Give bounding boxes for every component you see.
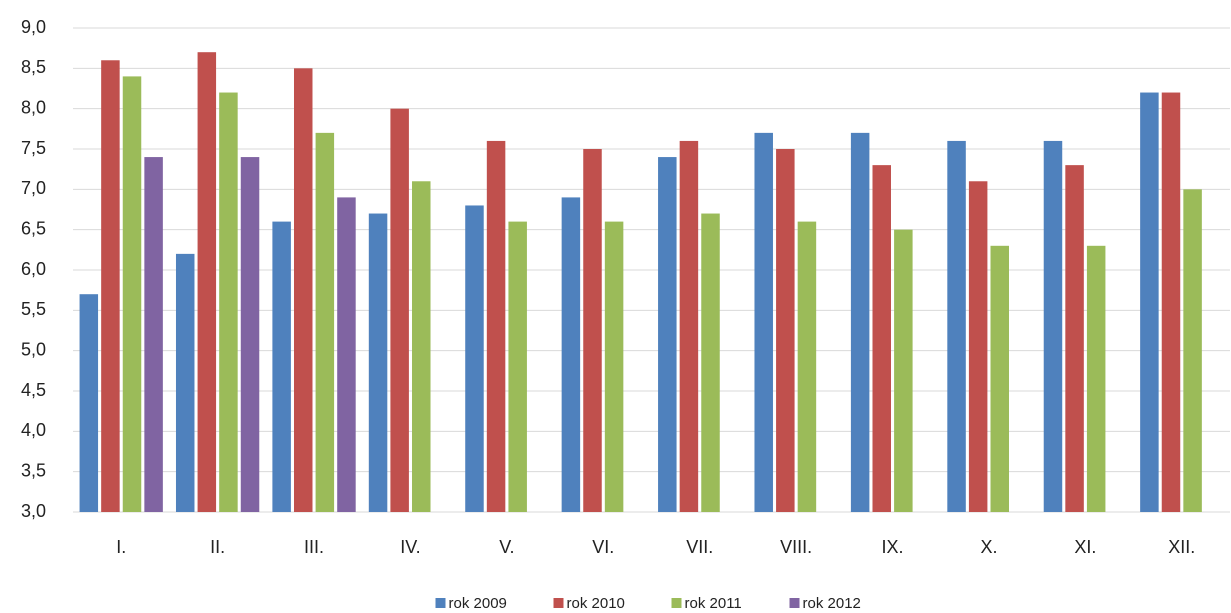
bar — [368, 213, 388, 513]
bar — [658, 157, 677, 513]
bar — [465, 205, 484, 512]
bar — [272, 221, 291, 512]
y-tick-label: 3,0 — [21, 501, 46, 521]
bar — [797, 221, 817, 512]
y-tick-label: 7,0 — [21, 178, 46, 198]
y-tick-label: 5,5 — [21, 299, 46, 319]
y-tick-label: 8,0 — [21, 97, 46, 117]
bar — [390, 108, 409, 513]
bar — [679, 140, 699, 512]
bar — [240, 157, 260, 513]
y-tick-label: 4,0 — [21, 420, 46, 440]
legend-swatch — [435, 598, 446, 608]
bar — [412, 181, 431, 512]
bar — [754, 132, 773, 512]
bar — [776, 149, 795, 512]
x-tick-label: IX. — [882, 537, 904, 557]
legend-swatch — [553, 598, 564, 608]
bar — [968, 181, 988, 512]
bar — [122, 76, 142, 513]
bar — [1043, 140, 1063, 512]
bar — [175, 253, 195, 512]
y-tick-label: 6,0 — [21, 259, 46, 279]
bar — [583, 149, 602, 512]
x-tick-label: IV. — [400, 537, 420, 557]
bar — [947, 140, 966, 512]
bar — [561, 197, 581, 512]
legend-swatch — [789, 598, 800, 608]
x-tick-label: III. — [304, 537, 324, 557]
bar — [604, 221, 624, 512]
bar — [337, 197, 356, 512]
legend-label: rok 2012 — [803, 595, 861, 612]
legend-label: rok 2011 — [685, 595, 742, 612]
bar — [850, 132, 870, 512]
bar — [144, 157, 163, 513]
bar — [1161, 92, 1181, 513]
legend-label: rok 2009 — [449, 595, 507, 612]
x-tick-label: VI. — [592, 537, 614, 557]
bar — [197, 52, 217, 512]
bar — [315, 132, 335, 512]
y-tick-label: 4,5 — [21, 380, 46, 400]
bar — [1140, 92, 1159, 513]
y-tick-label: 6,5 — [21, 218, 46, 238]
x-tick-label: VIII. — [780, 537, 812, 557]
y-tick-label: 7,5 — [21, 138, 46, 158]
y-tick-label: 9,0 — [21, 17, 46, 37]
bar — [486, 140, 506, 512]
bar — [701, 213, 720, 513]
bar — [1086, 245, 1106, 513]
bar — [101, 60, 120, 513]
legend-label: rok 2010 — [567, 595, 625, 612]
bar — [894, 229, 913, 512]
bar — [1065, 165, 1084, 512]
x-tick-label: XI. — [1074, 537, 1096, 557]
x-tick-label: II. — [210, 537, 225, 557]
bar — [872, 165, 891, 512]
bar — [508, 221, 527, 512]
x-tick-label: I. — [116, 537, 126, 557]
x-tick-label: VII. — [686, 537, 713, 557]
x-tick-label: V. — [499, 537, 514, 557]
y-tick-label: 8,5 — [21, 57, 46, 77]
bar — [219, 92, 238, 513]
y-tick-label: 5,0 — [21, 339, 46, 359]
bar — [990, 245, 1010, 513]
bar — [79, 294, 99, 512]
bar — [293, 68, 313, 512]
x-tick-label: XII. — [1168, 537, 1195, 557]
bar — [1183, 189, 1202, 513]
legend-swatch — [671, 598, 682, 608]
y-tick-label: 3,5 — [21, 460, 46, 480]
x-tick-label: X. — [980, 537, 997, 557]
